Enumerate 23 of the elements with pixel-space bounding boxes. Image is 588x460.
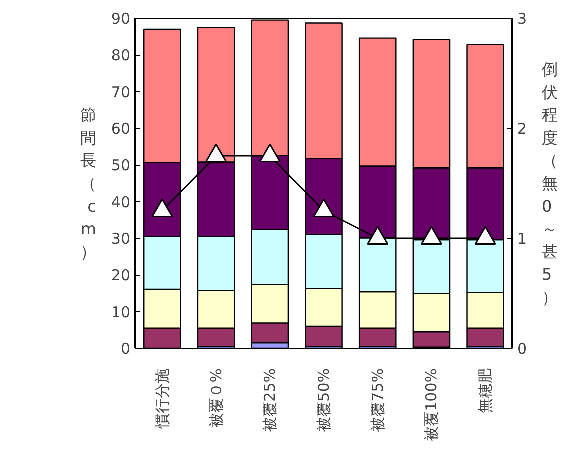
text: 倒伏程度（無0～甚5） [542,60,558,307]
y-axis-title: 節間長（cm） [80,106,96,262]
y-tick-label: 70 [111,83,131,102]
y-tick-label: 10 [111,303,131,322]
y-tick-label: 80 [111,46,131,65]
y-tick-label: 20 [111,266,131,285]
x-tick-label: 被覆75% [368,368,387,432]
x-tick-label: 被覆100% [422,368,441,442]
x-tick-label: 無穂肥 [476,368,495,414]
y-tick-label: 30 [111,230,131,248]
y-tick-label: 40 [111,193,131,212]
x-tick-label: 被覆50% [315,368,333,432]
x-tick-label: 慣行分施 [153,368,172,430]
y2-tick-label: 0 [518,340,528,358]
y2-tick-label: 1 [518,230,528,248]
y-tick-label: 60 [111,120,131,138]
y2-tick-label: 2 [518,120,528,138]
x-tick-label: 被覆０% [207,368,226,428]
y-tick-label: 90 [111,10,131,28]
y2-tick-label: 3 [518,10,528,28]
y-tick-label: 50 [111,156,131,175]
y-tick-label: 0 [120,340,131,358]
x-tick-label: 被覆25% [261,368,280,432]
